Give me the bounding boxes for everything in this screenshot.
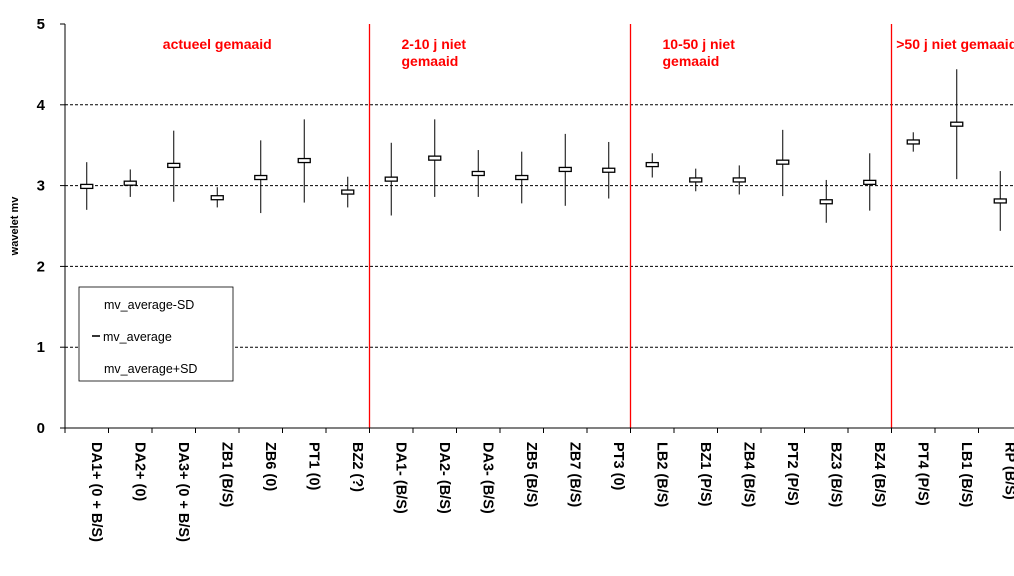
category-label: LB1 (B/S) <box>958 442 974 507</box>
average-marker <box>167 162 181 169</box>
y-tick-label: 4 <box>37 97 46 114</box>
category-label: ZB5 (B/S) <box>523 442 539 507</box>
average-marker <box>210 195 224 201</box>
gridlines <box>65 104 1014 348</box>
legend: mv_average-SD mv_average mv_average+SD <box>78 286 234 382</box>
category-label: ZB7 (B/S) <box>566 442 582 507</box>
category-label: PT2 (P/S) <box>784 442 800 506</box>
legend-item-lower: mv_average-SD <box>104 298 194 312</box>
category-label: ZB6 (0) <box>262 442 278 491</box>
average-marker <box>123 180 137 186</box>
y-tick-label: 1 <box>37 339 45 356</box>
axes <box>64 24 1014 433</box>
average-marker <box>950 121 964 127</box>
category-label: BZ4 (B/S) <box>871 442 887 507</box>
average-marker <box>428 155 442 161</box>
y-tick-label: 2 <box>37 258 45 275</box>
average-marker <box>776 159 790 165</box>
average-marker <box>384 176 398 182</box>
category-label: DA1+ (0 + B/S) <box>88 442 104 542</box>
category-label: DA3+ (0 + B/S) <box>175 442 191 542</box>
y-tick-label: 3 <box>37 178 45 195</box>
legend-item-average: mv_average <box>103 330 172 344</box>
category-label: PT1 (0) <box>305 442 321 491</box>
average-marker <box>689 177 703 183</box>
category-label: PT3 (0) <box>610 442 626 491</box>
category-label: DA1- (B/S) <box>392 442 408 514</box>
group-label: 2-10 j niet <box>402 36 467 52</box>
category-label: ZB1 (B/S) <box>218 442 234 507</box>
group-label: actueel gemaaid <box>163 36 272 52</box>
category-label: DA2- (B/S) <box>436 442 452 514</box>
legend-box <box>78 286 234 382</box>
group-label: 10-50 j niet <box>663 36 736 52</box>
average-marker <box>515 174 529 181</box>
category-label: ZB4 (B/S) <box>740 442 756 507</box>
average-marker <box>80 183 94 190</box>
category-label: BZ1 (P/S) <box>697 442 713 507</box>
average-marker <box>906 139 920 145</box>
category-label: BZ2 (?) <box>349 442 365 492</box>
average-marker <box>471 170 485 177</box>
category-label: PT4 (P/S) <box>914 442 930 506</box>
average-marker <box>732 177 746 183</box>
legend-item-upper: mv_average+SD <box>104 362 197 376</box>
category-label: RP (B/S) <box>1001 442 1014 500</box>
group-separators <box>368 24 893 428</box>
y-tick-label: 0 <box>37 420 45 437</box>
x-tick-labels: DA1+ (0 + B/S) DA2+ (0) DA3+ (0 + B/S) ZB1 … <box>88 442 1014 542</box>
group-label: >50 j niet gemaaid <box>896 36 1014 52</box>
group-label: gemaaid <box>402 53 459 69</box>
y-axis-title: wavelet mv <box>9 196 21 257</box>
average-marker <box>297 157 311 164</box>
category-label: LB2 (B/S) <box>653 442 669 507</box>
average-marker <box>602 167 616 173</box>
hilo-marks <box>80 69 1007 231</box>
group-label: gemaaid <box>663 53 720 69</box>
category-label: BZ3 (B/S) <box>827 442 843 507</box>
average-marker <box>341 189 355 195</box>
average-marker <box>645 161 659 168</box>
y-ticks: 0 1 2 3 4 5 <box>37 16 65 437</box>
category-label: DA3- (B/S) <box>479 442 495 514</box>
average-marker <box>819 199 833 205</box>
average-marker <box>993 198 1007 204</box>
average-marker <box>558 166 572 173</box>
average-marker <box>254 174 268 181</box>
average-marker <box>863 179 877 186</box>
y-tick-label: 5 <box>37 16 45 33</box>
category-label: DA2+ (0) <box>131 442 147 501</box>
